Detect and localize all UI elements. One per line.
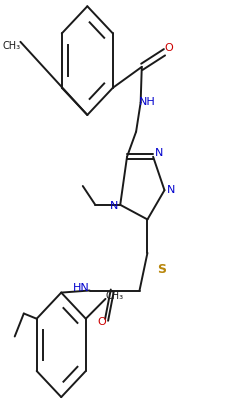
Text: NH: NH	[138, 97, 155, 107]
Text: N: N	[154, 148, 162, 158]
Text: N: N	[110, 201, 118, 211]
Text: S: S	[156, 263, 165, 276]
Text: O: O	[97, 317, 106, 327]
Text: O: O	[164, 43, 173, 53]
Text: CH₃: CH₃	[105, 291, 123, 301]
Text: HN: HN	[73, 283, 90, 293]
Text: CH₃: CH₃	[2, 41, 20, 51]
Text: N: N	[166, 185, 175, 195]
